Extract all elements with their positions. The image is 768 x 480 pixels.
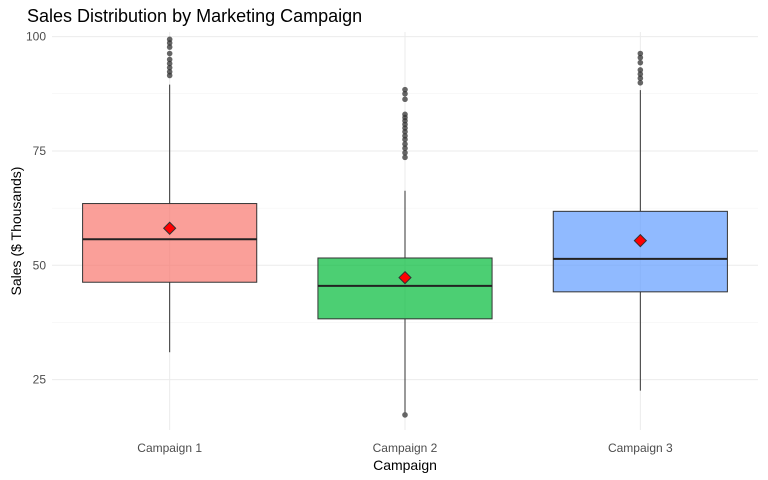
outlier-point xyxy=(402,412,408,418)
mean-marker xyxy=(633,233,648,248)
box-2 xyxy=(317,86,493,418)
x-axis-title: Campaign xyxy=(373,457,437,473)
box-1 xyxy=(82,36,258,353)
x-tick-label: Campaign 1 xyxy=(137,441,202,455)
y-axis-ticks: 25 50 75 100 xyxy=(26,30,46,387)
outlier-point xyxy=(637,59,644,66)
x-tick-label: Campaign 2 xyxy=(373,441,438,455)
outlier-point xyxy=(402,154,408,161)
x-tick-label: Campaign 3 xyxy=(608,441,673,455)
outlier-point xyxy=(402,141,408,147)
outlier-point xyxy=(166,60,173,67)
outlier-point xyxy=(166,69,173,75)
y-axis-title: Sales ($ Thousands) xyxy=(8,167,24,296)
outlier-point xyxy=(166,56,173,63)
outlier-point xyxy=(637,79,644,86)
outlier-point xyxy=(166,64,173,71)
box-rect xyxy=(317,257,493,320)
outlier-point xyxy=(402,133,408,139)
box-group xyxy=(82,36,728,418)
y-tick-label: 50 xyxy=(33,258,47,272)
outlier-point xyxy=(637,50,644,57)
outlier-point xyxy=(402,145,408,151)
outlier-point xyxy=(166,36,173,43)
outlier-point xyxy=(637,67,644,73)
outlier-point xyxy=(402,86,408,93)
outlier-point xyxy=(166,50,173,57)
outlier-point xyxy=(166,44,173,50)
outlier-point xyxy=(402,96,408,103)
outlier-point xyxy=(402,111,408,118)
y-tick-label: 25 xyxy=(33,373,47,387)
y-tick-label: 100 xyxy=(26,30,46,44)
outlier-point xyxy=(637,75,644,82)
box-rect xyxy=(82,203,258,283)
x-axis-ticks: Campaign 1 Campaign 2 Campaign 3 xyxy=(137,441,673,455)
outlier-point xyxy=(637,54,644,61)
outlier-point xyxy=(402,90,408,97)
chart-title: Sales Distribution by Marketing Campaign xyxy=(27,6,363,26)
mean-marker xyxy=(162,221,177,235)
y-tick-label: 75 xyxy=(33,144,47,158)
box-rect xyxy=(552,210,728,293)
outlier-point xyxy=(402,149,408,156)
outlier-point xyxy=(637,71,644,77)
mean-marker xyxy=(398,270,412,285)
box-3 xyxy=(552,50,728,391)
